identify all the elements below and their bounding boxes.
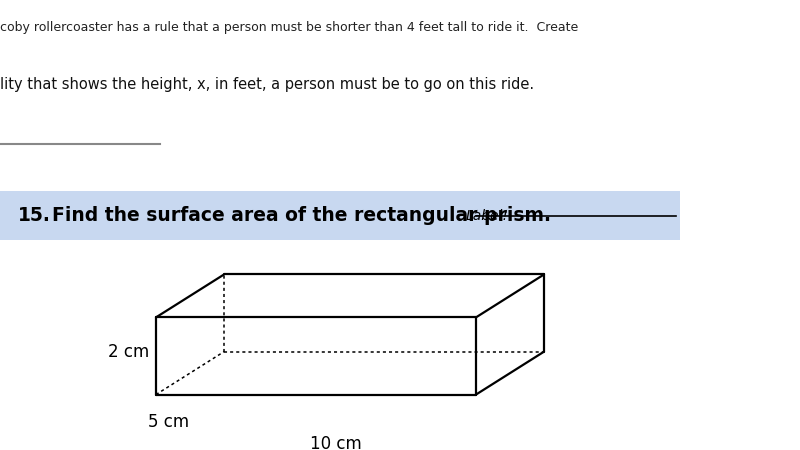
Text: Find the surface area of the rectangular prism.: Find the surface area of the rectangular… (52, 206, 551, 225)
Text: lity that shows the height, x, in feet, a person must be to go on this ride.: lity that shows the height, x, in feet, … (0, 77, 534, 92)
Text: Label!: Label! (466, 208, 509, 222)
Text: coby rollercoaster has a rule that a person must be shorter than 4 feet tall to : coby rollercoaster has a rule that a per… (0, 22, 578, 35)
Text: 2 cm: 2 cm (108, 343, 150, 361)
Text: 10 cm: 10 cm (310, 435, 362, 450)
Text: 15.: 15. (18, 206, 50, 225)
FancyBboxPatch shape (0, 191, 680, 240)
Text: 5 cm: 5 cm (148, 414, 189, 432)
